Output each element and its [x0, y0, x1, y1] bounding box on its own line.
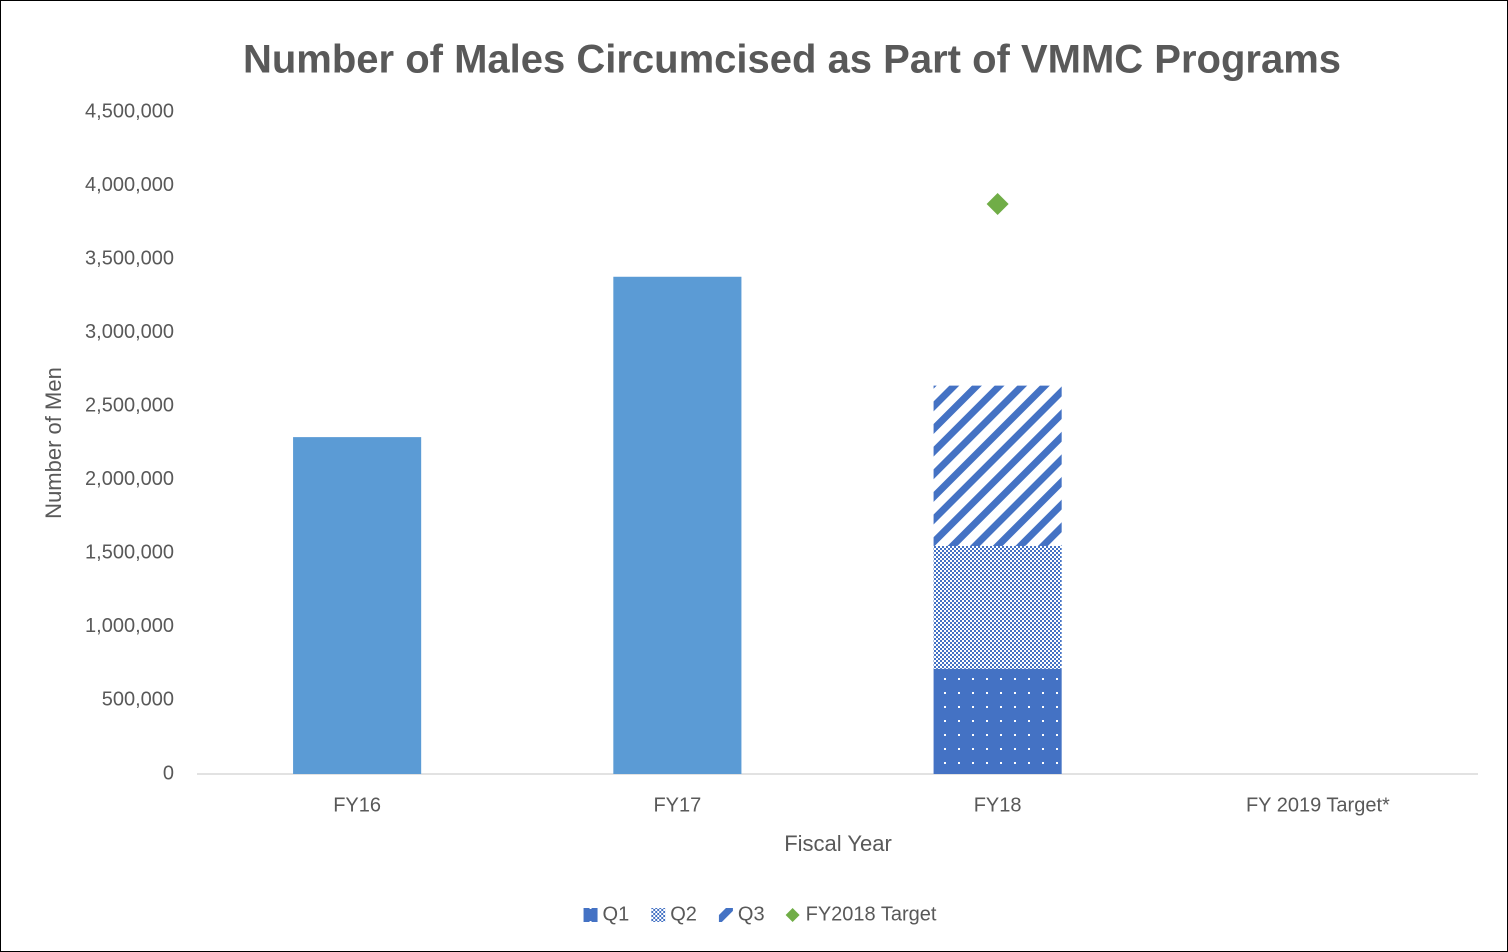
x-tick-label: FY18: [974, 794, 1022, 816]
legend-label: FY2018 Target: [806, 903, 937, 925]
x-axis-label: Fiscal Year: [784, 831, 892, 856]
bar: [613, 276, 742, 774]
legend-item: Q2: [651, 903, 697, 925]
bar: [933, 545, 1062, 669]
bar: [933, 385, 1062, 546]
y-tick-label: 500,000: [102, 689, 174, 711]
y-tick-label: 0: [163, 762, 174, 784]
y-tick-label: 1,000,000: [85, 615, 174, 637]
legend-item: Q3: [718, 903, 765, 925]
legend-label: Q2: [670, 903, 697, 925]
legend-item: FY2018 Target: [785, 903, 937, 925]
y-tick-label: 1,500,000: [85, 542, 174, 564]
y-tick-label: 3,000,000: [85, 321, 174, 343]
y-tick-label: 3,500,000: [85, 247, 174, 269]
bar: [933, 668, 1062, 774]
y-tick-label: 2,000,000: [85, 468, 174, 490]
x-tick-label: FY17: [653, 794, 701, 816]
legend-swatch: [785, 908, 800, 922]
y-tick-label: 4,000,000: [85, 174, 174, 196]
y-tick-label: 4,500,000: [85, 100, 174, 122]
x-tick-label: FY 2019 Target*: [1246, 794, 1390, 816]
target-marker: [986, 192, 1009, 215]
legend-swatch: [651, 908, 666, 922]
legend-item: Q1: [583, 903, 630, 925]
bar: [293, 437, 422, 774]
y-tick-label: 2,500,000: [85, 395, 174, 417]
y-axis-label: Number of Men: [41, 367, 66, 519]
legend-label: Q3: [738, 903, 765, 925]
legend-swatch: [718, 908, 733, 922]
legend-swatch: [583, 908, 598, 922]
legend-label: Q1: [603, 903, 630, 925]
chart-title: Number of Males Circumcised as Part of V…: [243, 38, 1341, 82]
x-tick-label: FY16: [333, 794, 381, 816]
